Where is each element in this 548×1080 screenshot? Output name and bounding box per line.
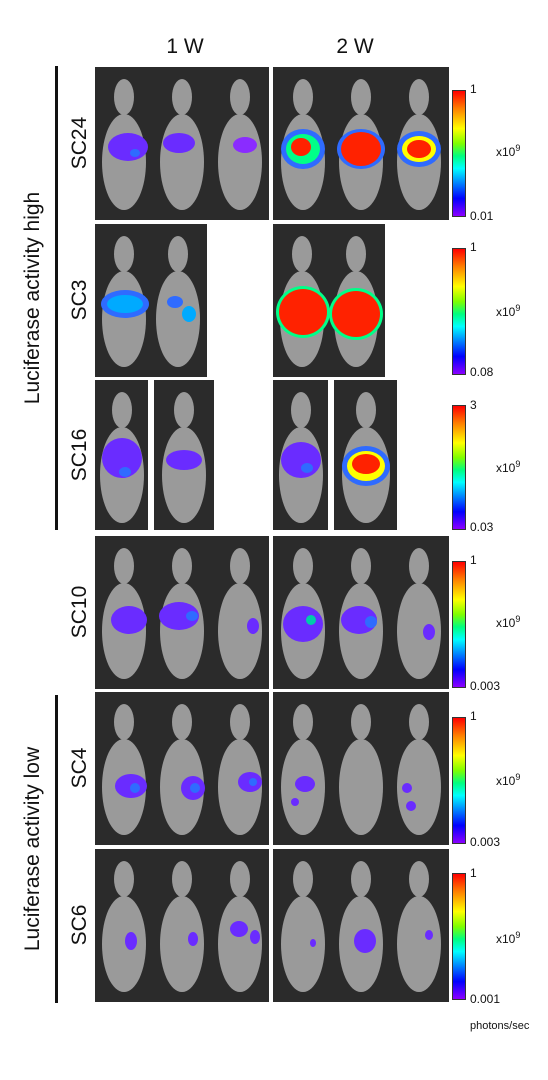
scale-min-sc6: 0.001 bbox=[470, 992, 501, 1006]
mouse-image bbox=[102, 79, 262, 210]
image-panel-sc10-2w bbox=[273, 536, 449, 689]
image-panel-sc3-1w bbox=[95, 224, 207, 377]
scale-max-sc24: 1 bbox=[470, 82, 477, 96]
scale-unit-sc3: x109 bbox=[496, 303, 521, 319]
group-label-low: Luciferase activity low bbox=[21, 746, 44, 952]
scale-min-sc10: 0.003 bbox=[470, 679, 501, 693]
image-panel-sc6-2w bbox=[273, 849, 449, 1002]
mouse-image bbox=[342, 392, 390, 523]
image-panel-sc4-1w bbox=[95, 692, 269, 845]
scale-unit-sc4: x109 bbox=[496, 772, 521, 788]
color-scale-bar-sc10 bbox=[452, 561, 466, 688]
image-panel-sc10-1w bbox=[95, 536, 269, 689]
scale-unit-sc10: x109 bbox=[496, 614, 521, 630]
row-label-sc10: SC10 bbox=[68, 585, 91, 639]
mouse-image bbox=[279, 392, 323, 523]
mouse-image bbox=[281, 704, 441, 835]
mouse-image bbox=[281, 79, 441, 210]
column-header-2w: 2 W bbox=[336, 35, 374, 58]
scale-unit-sc24: x109 bbox=[496, 143, 521, 159]
scale-min-sc3: 0.08 bbox=[470, 365, 494, 379]
row-label-sc4: SC4 bbox=[68, 747, 91, 789]
mouse-image bbox=[102, 704, 262, 835]
image-panel-sc3-2w bbox=[273, 224, 385, 377]
row-label-sc6: SC6 bbox=[68, 904, 91, 946]
mouse-image bbox=[102, 548, 262, 679]
color-scale-bar-sc16 bbox=[452, 405, 466, 530]
scale-max-sc6: 1 bbox=[470, 866, 477, 880]
scale-min-sc16: 0.03 bbox=[470, 520, 494, 534]
image-panel-sc4-2w bbox=[273, 692, 449, 845]
mouse-image bbox=[281, 861, 441, 992]
image-panel-sc24-1w bbox=[95, 67, 269, 220]
scale-max-sc4: 1 bbox=[470, 709, 477, 723]
scale-unit-sc16: x109 bbox=[496, 459, 521, 475]
column-header-1w: 1 W bbox=[166, 35, 204, 58]
group-label-high: Luciferase activity high bbox=[21, 191, 44, 405]
scale-min-sc4: 0.003 bbox=[470, 835, 501, 849]
image-panel-sc24-2w bbox=[273, 67, 449, 220]
row-label-sc3: SC3 bbox=[68, 279, 91, 321]
scale-unit-sc6: x109 bbox=[496, 930, 521, 946]
image-panel-sc6-1w bbox=[95, 849, 269, 1002]
mouse-image bbox=[276, 236, 383, 367]
row-label-sc16: SC16 bbox=[68, 428, 91, 482]
image-panel-sc16-1w-a bbox=[95, 380, 148, 530]
scale-units-footer: photons/sec bbox=[470, 1020, 530, 1032]
mouse-image bbox=[281, 548, 441, 679]
image-panel-sc16-2w-b bbox=[334, 380, 397, 530]
mouse-image bbox=[162, 392, 206, 523]
group-bar-high bbox=[55, 66, 58, 530]
row-label-sc24: SC24 bbox=[68, 116, 91, 170]
scale-max-sc16: 3 bbox=[470, 398, 477, 412]
color-scale-bar-sc24 bbox=[452, 90, 466, 217]
image-panel-sc16-1w-b bbox=[154, 380, 214, 530]
image-panel-sc16-2w-a bbox=[273, 380, 328, 530]
group-bar-low bbox=[55, 695, 58, 1003]
mouse-image bbox=[102, 861, 262, 992]
scale-min-sc24: 0.01 bbox=[470, 209, 494, 223]
color-scale-bar-sc4 bbox=[452, 717, 466, 844]
mouse-image bbox=[100, 392, 144, 523]
scale-max-sc10: 1 bbox=[470, 553, 477, 567]
color-scale-bar-sc3 bbox=[452, 248, 466, 375]
mouse-image bbox=[101, 236, 200, 367]
scale-max-sc3: 1 bbox=[470, 240, 477, 254]
color-scale-bar-sc6 bbox=[452, 873, 466, 1000]
